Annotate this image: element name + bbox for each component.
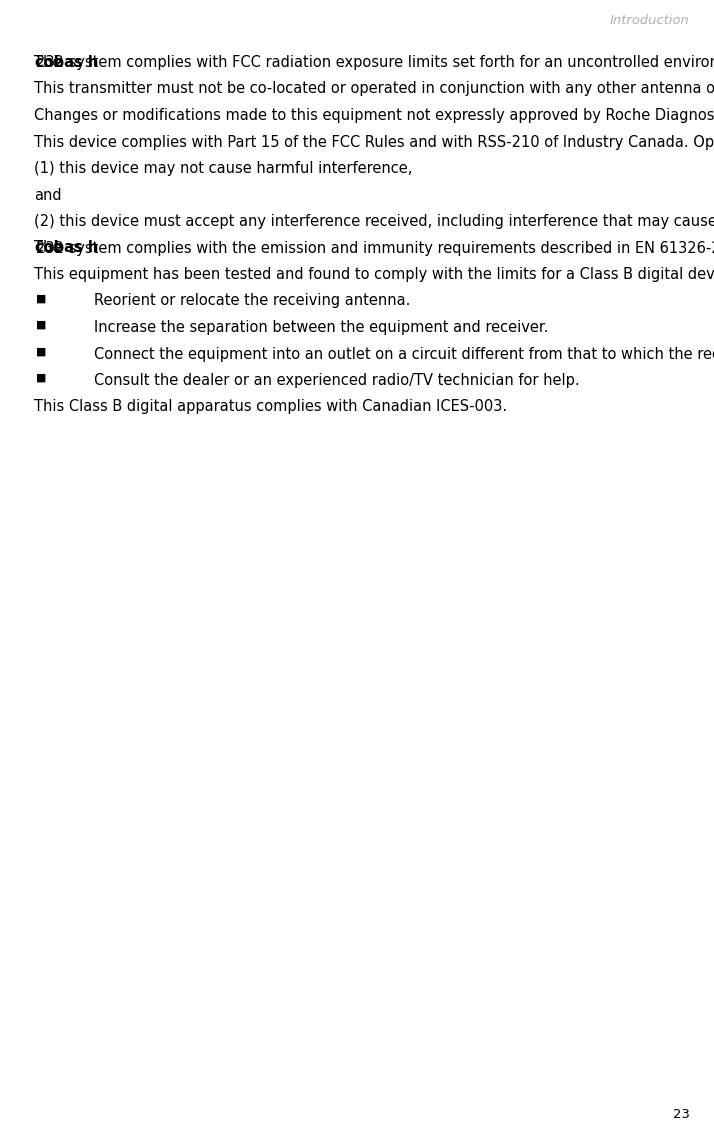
Text: Changes or modifications made to this equipment not expressly approved by Roche : Changes or modifications made to this eq… bbox=[34, 108, 714, 123]
Text: (1) this device may not cause harmful interference,: (1) this device may not cause harmful in… bbox=[34, 161, 413, 177]
Text: ■: ■ bbox=[36, 294, 46, 303]
Text: 23: 23 bbox=[673, 1108, 690, 1121]
Text: ■: ■ bbox=[36, 320, 46, 330]
Text: This device complies with Part 15 of the FCC Rules and with RSS-210 of Industry : This device complies with Part 15 of the… bbox=[34, 134, 714, 149]
Text: This Class B digital apparatus complies with Canadian ICES-003.: This Class B digital apparatus complies … bbox=[34, 400, 507, 415]
Text: ■: ■ bbox=[36, 346, 46, 357]
Text: Reorient or relocate the receiving antenna.: Reorient or relocate the receiving anten… bbox=[94, 294, 411, 309]
Text: Introduction: Introduction bbox=[610, 14, 690, 27]
Text: cobas h: cobas h bbox=[35, 240, 99, 255]
Text: ■: ■ bbox=[36, 372, 46, 383]
Text: (2) this device must accept any interference received, including interference th: (2) this device must accept any interfer… bbox=[34, 214, 714, 229]
Text: cobas h: cobas h bbox=[35, 55, 99, 69]
Text: This transmitter must not be co-located or operated in conjunction with any othe: This transmitter must not be co-located … bbox=[34, 82, 714, 97]
Text: The: The bbox=[34, 55, 66, 69]
Text: 232 system complies with the emission and immunity requirements described in EN : 232 system complies with the emission an… bbox=[36, 240, 714, 255]
Text: 232 system complies with FCC radiation exposure limits set forth for an uncontro: 232 system complies with FCC radiation e… bbox=[36, 55, 714, 69]
Text: and: and bbox=[34, 188, 61, 203]
Text: The: The bbox=[34, 240, 66, 255]
Text: Consult the dealer or an experienced radio/TV technician for help.: Consult the dealer or an experienced rad… bbox=[94, 372, 580, 388]
Text: Increase the separation between the equipment and receiver.: Increase the separation between the equi… bbox=[94, 320, 548, 335]
Text: Connect the equipment into an outlet on a circuit different from that to which t: Connect the equipment into an outlet on … bbox=[94, 346, 714, 361]
Text: This equipment has been tested and found to comply with the limits for a Class B: This equipment has been tested and found… bbox=[34, 267, 714, 282]
